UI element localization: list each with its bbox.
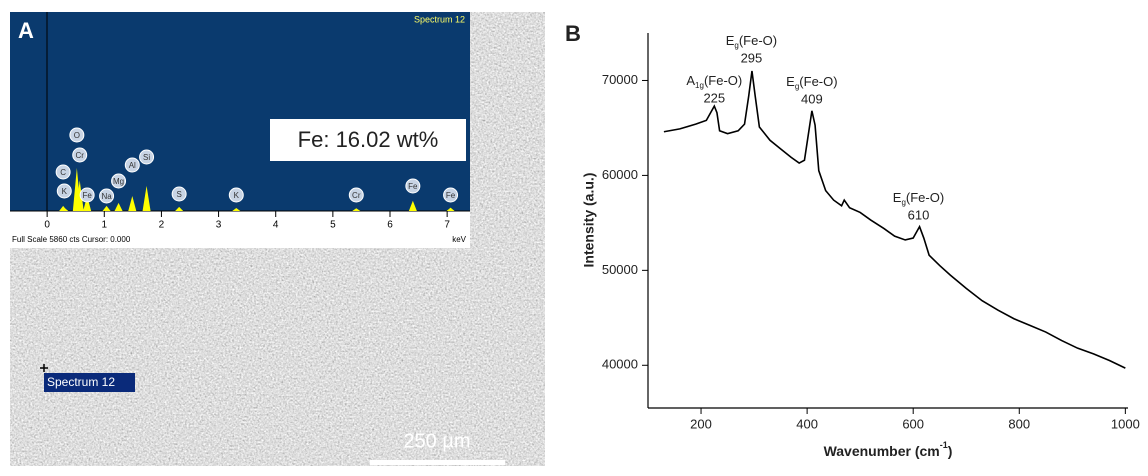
x-tick-label: 3 [216, 220, 222, 231]
element-bubble [99, 188, 115, 204]
element-bubble [348, 187, 364, 203]
element-label: Mg [113, 177, 124, 186]
annotation-species: (Fe-O) [704, 73, 742, 88]
x-tick-label: 1 [102, 220, 108, 231]
x-axis-label: Wavenumber (cm-1) [824, 440, 953, 458]
peak [175, 206, 184, 211]
panel-label: A [18, 18, 34, 43]
x-axis-label-sup: -1 [940, 440, 948, 450]
scale-bar [370, 460, 505, 465]
element-bubble [405, 178, 421, 194]
annotation-subscript: g [734, 41, 738, 50]
element-label: Na [101, 192, 112, 201]
element-bubble [56, 183, 72, 199]
element-bubble [124, 157, 140, 173]
element-label: S [176, 190, 181, 199]
peak [408, 200, 417, 211]
element-label: Fe [446, 191, 456, 200]
element-bubble [171, 186, 187, 202]
x-tick-label: 400 [796, 416, 818, 431]
annotation-species: (Fe-O) [906, 190, 944, 205]
element-label: Fe [82, 191, 92, 200]
y-tick-label: 40000 [602, 357, 638, 372]
annotation-value: 295 [741, 50, 763, 65]
peak [83, 196, 92, 211]
panel-label: B [565, 21, 581, 46]
element-label: K [62, 187, 68, 196]
annotation-subscript: g [795, 82, 799, 91]
peak [60, 207, 69, 211]
annotation: A1g(Fe-O) [686, 73, 742, 90]
eds-plot-area [10, 12, 470, 211]
eds-axis-strip [10, 211, 470, 248]
x-axis-label-suffix: ) [948, 443, 953, 459]
x-axis-label-text: Wavenumber (cm [824, 443, 940, 459]
element-label: Cr [75, 151, 84, 160]
element-bubble [79, 187, 95, 203]
peak [128, 196, 137, 211]
element-label: Si [143, 153, 150, 162]
x-tick-label: 1000 [1111, 416, 1140, 431]
annotation-value: 409 [801, 91, 823, 106]
y-tick-label: 50000 [602, 262, 638, 277]
scale-bar-label: 250 µm [403, 430, 470, 452]
x-tick-label: 7 [444, 220, 450, 231]
element-bubble [139, 149, 155, 165]
element-label: C [60, 168, 66, 177]
footer: Full Scale 5860 cts Cursor: 0.000 [12, 235, 131, 244]
element-label: K [234, 191, 240, 200]
spectrum-title: Spectrum 12 [414, 14, 465, 24]
image-label-box [44, 373, 135, 392]
annotation-subscript: 1g [695, 81, 704, 90]
y-tick-label: 60000 [602, 167, 638, 182]
peak [446, 207, 455, 211]
element-bubble [55, 164, 71, 180]
element-label: O [74, 131, 80, 140]
annotation-value: 225 [703, 90, 725, 105]
x-tick-label: 2 [159, 220, 165, 231]
element-label: Cr [352, 191, 361, 200]
element-label: Fe [408, 182, 418, 191]
x-tick-label: 5 [330, 220, 336, 231]
y-tick-label: 70000 [602, 72, 638, 87]
annotation-symbol: E [786, 74, 795, 89]
element-bubble [72, 147, 88, 163]
annotation: Eg(Fe-O) [786, 74, 837, 91]
x-tick-label: 200 [690, 416, 712, 431]
spectrum-marker [40, 364, 48, 372]
peak [102, 205, 111, 211]
y-axis-label: Intensity (a.u.) [581, 173, 597, 268]
peak [114, 202, 123, 211]
element-bubble [111, 173, 127, 189]
annotation: Eg(Fe-O) [893, 190, 944, 207]
peak [232, 207, 241, 211]
x-tick-label: 4 [273, 220, 279, 231]
x-tick-label: 600 [902, 416, 924, 431]
annotation: Fe: 16.02 wt% [298, 127, 439, 152]
peak [142, 185, 151, 211]
peak [352, 208, 361, 211]
x-unit: keV [452, 235, 466, 244]
x-tick-label: 6 [387, 220, 393, 231]
annotation-species: (Fe-O) [739, 33, 777, 48]
x-tick-label: 800 [1008, 416, 1030, 431]
annotation-symbol: E [726, 33, 735, 48]
annotation-box [270, 119, 466, 161]
annotation-symbol: E [893, 190, 902, 205]
element-bubble [69, 127, 85, 143]
annotation-symbol: A [686, 73, 695, 88]
element-bubble [443, 187, 459, 203]
annotation-value: 610 [908, 207, 930, 222]
element-bubble [228, 187, 244, 203]
image-label: Spectrum 12 [47, 375, 115, 389]
annotation-subscript: g [901, 198, 905, 207]
element-label: Al [129, 161, 136, 170]
annotation: Eg(Fe-O) [726, 33, 777, 50]
line-series [663, 70, 1126, 369]
annotation-species: (Fe-O) [799, 74, 837, 89]
x-tick-label: 0 [44, 220, 50, 231]
